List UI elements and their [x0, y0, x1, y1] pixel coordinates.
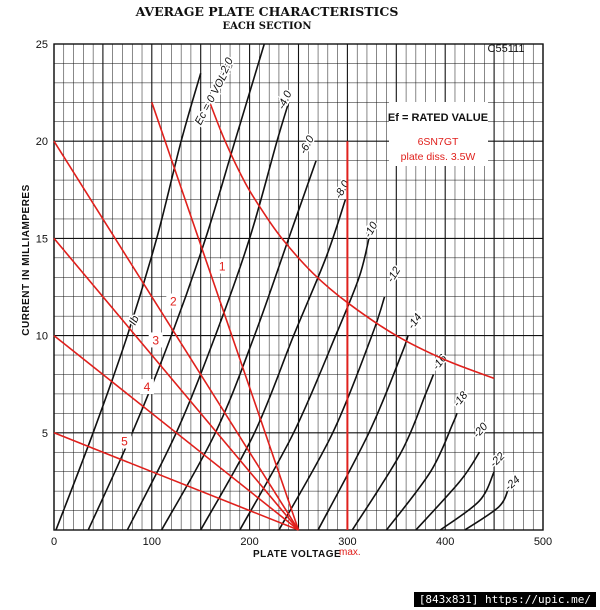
- grid-voltage-label: -20: [471, 420, 491, 441]
- load-line-labels: 1 2 3 4 5: [117, 258, 230, 449]
- y-tick-label: 10: [36, 331, 48, 343]
- load-line: [53, 432, 299, 531]
- load-line: [151, 102, 300, 531]
- load-line-label-bg: [139, 379, 154, 395]
- grid-voltage-label: -10: [362, 219, 381, 240]
- y-tick-label: 5: [42, 428, 48, 440]
- grid-voltage-curve: [415, 451, 481, 531]
- grid-voltage-curve: [439, 471, 495, 531]
- max-label: max.: [339, 547, 361, 558]
- grid-voltage-label: -18: [451, 389, 471, 410]
- grid-voltage-curve: [317, 335, 409, 531]
- load-line-label: 4: [144, 380, 151, 394]
- grid-voltage-curve: [278, 296, 386, 531]
- y-tick-label: 20: [36, 136, 48, 148]
- grid-voltage-label: -8.0: [333, 178, 353, 201]
- grid-voltage-curve: [351, 374, 435, 531]
- plate-dissipation-label: plate diss. 3.5W: [401, 151, 476, 163]
- y-tick-label: 25: [36, 39, 48, 51]
- x-axis-label: PLATE VOLTAGE: [253, 549, 341, 560]
- load-line: [53, 237, 300, 531]
- grid-voltage-curve: [464, 486, 510, 531]
- grid-voltage-curve: [126, 102, 290, 531]
- catalog-code: C55111: [488, 43, 525, 55]
- grid-voltage-curve: [160, 160, 317, 531]
- grid-voltage-curve: [200, 199, 347, 531]
- x-tick-label: 400: [436, 536, 454, 548]
- load-line-label-bg: [148, 332, 163, 348]
- load-line-label: 5: [121, 435, 128, 449]
- grid-voltage-label: -6.0: [297, 133, 317, 156]
- x-tick-label: 300: [338, 536, 356, 548]
- load-line-label-bg: [215, 258, 230, 274]
- y-tick-label: 15: [36, 233, 48, 245]
- tube-type-label: 6SN7GT: [418, 136, 459, 148]
- grid-voltage-label: -24: [503, 474, 523, 494]
- y-axis-label: CURRENT IN MILLIAMPERES: [21, 184, 32, 336]
- grid-voltage-curve: [385, 413, 458, 531]
- y-tick-labels: 5 10 15 20 25: [36, 39, 48, 440]
- x-tick-labels: 0 100 200 300 400 500: [51, 536, 552, 548]
- x-tick-label: 100: [143, 536, 161, 548]
- legend-box: [389, 102, 488, 166]
- grid-voltage-label: -14: [406, 312, 425, 332]
- grid-voltage-curve: [239, 238, 370, 531]
- x-tick-label: 200: [240, 536, 258, 548]
- load-line-label: 1: [219, 260, 226, 274]
- grid-voltage-label: -4.0: [276, 88, 295, 111]
- load-line: [53, 140, 300, 531]
- load-line-label-bg: [166, 293, 181, 309]
- load-line-label-bg: [117, 433, 132, 449]
- legend-box-label: Ef = RATED VALUE: [388, 112, 488, 124]
- x-tick-label: 500: [534, 536, 552, 548]
- grid-voltage-label: -22: [488, 450, 508, 470]
- plate-dissipation-curve: [209, 103, 495, 380]
- chart-title: AVERAGE PLATE CHARACTERISTICS: [135, 4, 399, 19]
- grid-voltage-label: -12: [385, 265, 404, 285]
- load-line-label: 3: [152, 333, 159, 347]
- grid-voltage-label: Ib: [127, 314, 142, 327]
- chart-subtitle: EACH SECTION: [222, 21, 311, 32]
- watermark: [843x831] https://upic.me/: [413, 592, 596, 607]
- load-line-label: 2: [170, 295, 177, 309]
- load-lines: [53, 102, 300, 531]
- x-tick-label: 0: [51, 536, 57, 548]
- grid-minor: [54, 44, 543, 530]
- load-line: [53, 334, 299, 531]
